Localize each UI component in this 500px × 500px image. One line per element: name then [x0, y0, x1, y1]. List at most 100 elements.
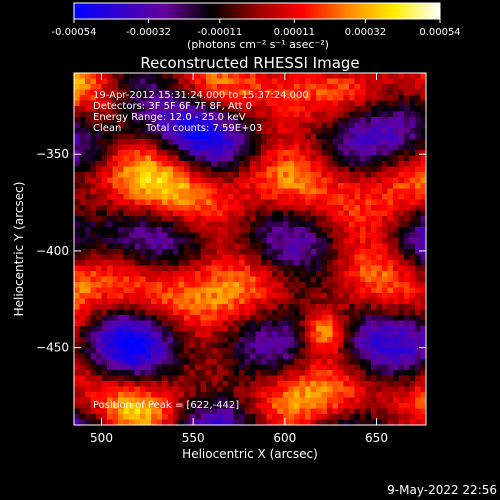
heatmap-cell [321, 287, 328, 294]
heatmap-cell [101, 364, 108, 371]
heatmap-cell [85, 381, 91, 387]
heatmap-cell [354, 155, 361, 162]
heatmap-cell [200, 128, 207, 134]
heatmap-cell [371, 254, 377, 261]
heatmap-cell [338, 348, 344, 354]
heatmap-cell [382, 150, 388, 156]
heatmap-cell [162, 419, 168, 425]
heatmap-cell [173, 298, 179, 305]
heatmap-cell [129, 128, 135, 134]
heatmap-cell [244, 287, 251, 294]
heatmap-cell [409, 403, 416, 409]
heatmap-cell [233, 386, 240, 393]
heatmap-cell [272, 254, 278, 261]
heatmap-cell [211, 106, 218, 112]
heatmap-cell [233, 375, 240, 382]
heatmap-cell [288, 287, 295, 294]
heatmap-cell [387, 370, 394, 376]
heatmap-cell [360, 106, 366, 112]
heatmap-cell [140, 177, 146, 184]
heatmap-cell [200, 84, 207, 90]
heatmap-cell [200, 337, 207, 343]
heatmap-cell [178, 139, 185, 145]
heatmap-cell [239, 128, 245, 134]
heatmap-cell [338, 249, 344, 255]
heatmap-cell [343, 276, 350, 283]
heatmap-cell [74, 166, 80, 173]
heatmap-cell [310, 78, 317, 85]
heatmap-cell [129, 342, 135, 349]
heatmap-cell [239, 227, 245, 233]
heatmap-cell [316, 293, 322, 299]
heatmap-cell [376, 106, 383, 112]
heatmap-cell [310, 271, 317, 277]
heatmap-cell [360, 161, 366, 167]
heatmap-cell [266, 89, 273, 96]
heatmap-cell [354, 100, 361, 107]
heatmap-cell [420, 293, 426, 299]
heatmap-cell [206, 89, 212, 96]
heatmap-cell [299, 386, 306, 393]
heatmap-cell [332, 216, 339, 222]
heatmap-cell [404, 414, 410, 420]
heatmap-cell [239, 408, 245, 415]
heatmap-cell [327, 89, 333, 96]
heatmap-cell [123, 106, 130, 112]
heatmap-cell [305, 315, 311, 321]
heatmap-cell [189, 144, 196, 151]
heatmap-cell [338, 199, 344, 206]
heatmap-cell [101, 265, 108, 272]
heatmap-cell [299, 282, 306, 288]
heatmap-cell [371, 210, 377, 217]
heatmap-cell [415, 276, 421, 283]
heatmap-cell [277, 265, 284, 272]
heatmap-cell [195, 397, 201, 404]
heatmap-cell [409, 177, 416, 184]
heatmap-cell [321, 221, 328, 228]
heatmap-cell [228, 320, 234, 327]
heatmap-cell [420, 238, 426, 244]
heatmap-cell [96, 166, 102, 173]
heatmap-cell [96, 287, 102, 294]
heatmap-cell [233, 232, 240, 239]
heatmap-cell [283, 221, 289, 228]
heatmap-cell [206, 337, 212, 343]
heatmap-cell [409, 78, 416, 85]
heatmap-cell [250, 205, 256, 211]
heatmap-cell [184, 375, 190, 382]
heatmap-cell [129, 414, 135, 420]
heatmap-cell [266, 227, 273, 233]
heatmap-cell [283, 210, 289, 217]
heatmap-cell [283, 260, 289, 266]
heatmap-cell [184, 133, 190, 140]
heatmap-cell [239, 210, 245, 217]
heatmap-cell [387, 359, 394, 365]
heatmap-cell [261, 117, 267, 123]
heatmap-cell [222, 78, 229, 85]
heatmap-cell [140, 161, 146, 167]
heatmap-cell [151, 265, 157, 272]
heatmap-cell [398, 276, 405, 283]
heatmap-cell [404, 419, 410, 425]
heatmap-cell [118, 227, 124, 233]
heatmap-cell [272, 188, 278, 195]
heatmap-cell [167, 210, 174, 217]
heatmap-cell [162, 111, 168, 118]
heatmap-cell [261, 194, 267, 200]
heatmap-cell [79, 386, 86, 393]
heatmap-cell [228, 359, 234, 365]
heatmap-cell [376, 392, 383, 398]
heatmap-cell [123, 243, 130, 250]
heatmap-cell [200, 144, 207, 151]
heatmap-cell [288, 282, 295, 288]
heatmap-cell [156, 342, 163, 349]
heatmap-cell [404, 205, 410, 211]
heatmap-cell [272, 320, 278, 327]
heatmap-cell [206, 100, 212, 107]
heatmap-cell [167, 89, 174, 96]
heatmap-cell [107, 100, 113, 107]
heatmap-cell [112, 133, 119, 140]
heatmap-cell [404, 122, 410, 129]
heatmap-cell [365, 111, 372, 118]
heatmap-cell [195, 144, 201, 151]
